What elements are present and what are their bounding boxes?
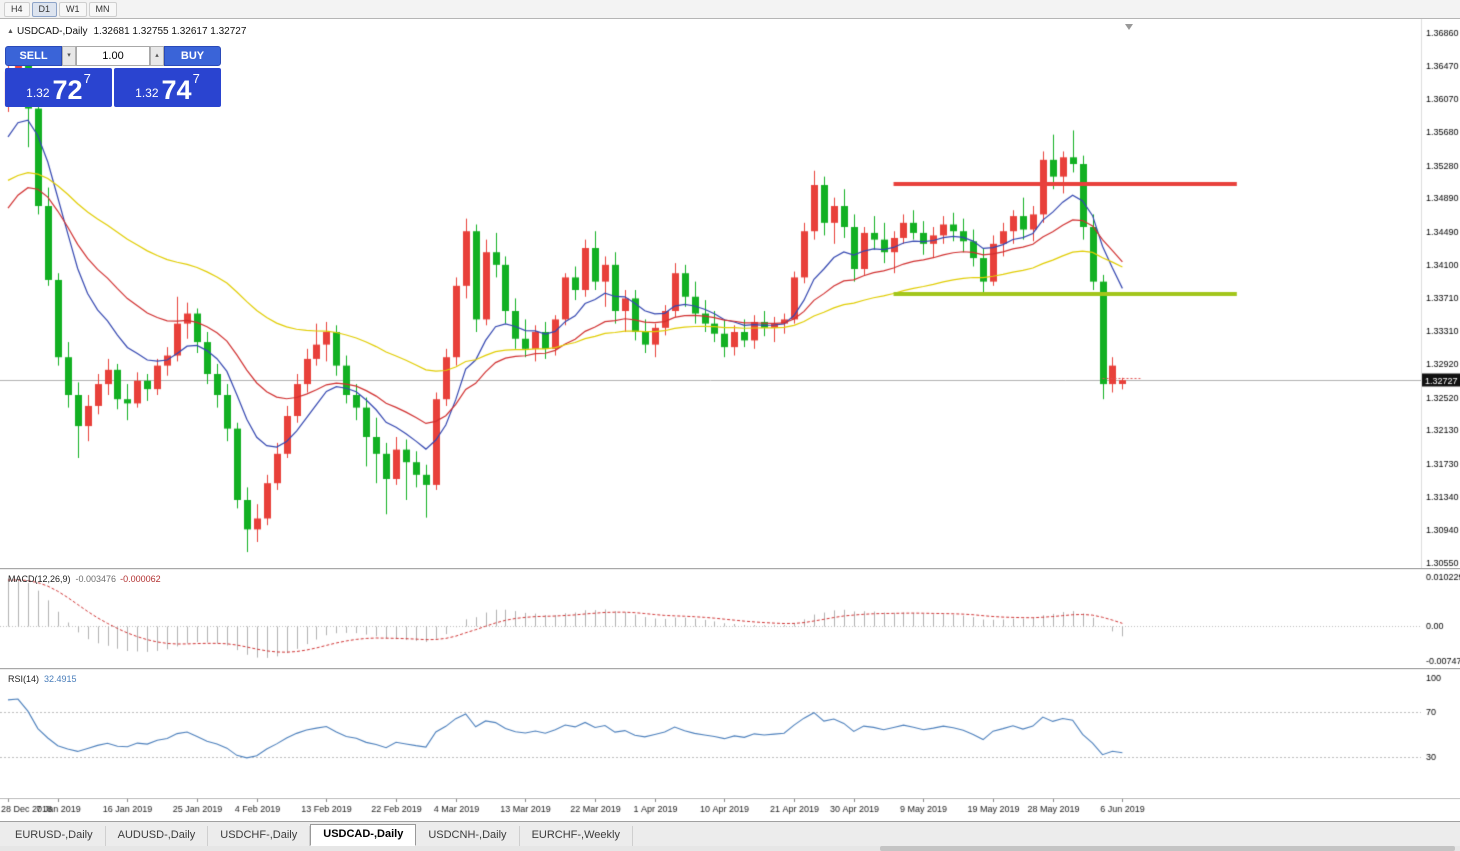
sell-price-int: 1.32 [26,86,50,100]
main-chart-canvas[interactable] [0,19,1460,568]
sell-price-pips: 72 [52,75,83,105]
timeframe-button-d1[interactable]: D1 [31,1,58,17]
volume-input[interactable]: 1.00 [76,46,150,66]
volume-decrease-icon[interactable]: ▾ [62,46,76,66]
macd-panel-canvas[interactable] [0,571,1460,668]
sell-button[interactable]: SELL [5,46,62,66]
chart-shift-marker-icon [1125,24,1133,30]
rsi-name: RSI(14) [8,674,40,684]
chart-symbol-period: USDCAD-,Daily [16,26,88,37]
price-axis[interactable] [1422,19,1460,568]
volume-increase-icon[interactable]: ▴ [150,46,164,66]
chart-tab-audusd-daily[interactable]: AUDUSD-,Daily [105,826,209,846]
horizontal-scrollbar[interactable] [0,846,1460,851]
timeframe-toolbar: H4 D1 W1 MN [0,0,1460,19]
sell-price-frac: 7 [83,71,91,86]
buy-button[interactable]: BUY [164,46,221,66]
one-click-trading-panel: SELL ▾ 1.00 ▴ BUY 1.32 72 7 1.32 74 7 [5,46,221,107]
chart-tab-usdcad-daily[interactable]: USDCAD-,Daily [310,824,417,846]
buy-price-int: 1.32 [135,86,159,100]
timeframe-button-mn[interactable]: MN [88,1,117,17]
rsi-panel-canvas[interactable] [0,671,1460,798]
timeframe-button-w1[interactable]: W1 [59,1,87,17]
macd-main-value: -0.003476 [75,574,117,584]
panel-separator-macd[interactable] [0,568,1460,571]
timeframe-button-h4[interactable]: H4 [4,1,30,17]
rsi-indicator-label: RSI(14) 32.4915 [8,674,77,684]
chart-tab-eurchf-weekly[interactable]: EURCHF-,Weekly [519,826,633,846]
macd-signal-value: -0.000062 [120,574,161,584]
rsi-value: 32.4915 [44,674,77,684]
buy-price-frac: 7 [192,71,200,86]
buy-price-display[interactable]: 1.32 74 7 [114,68,221,107]
symbol-marker-icon: ▲ [7,28,14,35]
chart-tab-eurusd-daily[interactable]: EURUSD-,Daily [3,826,106,846]
chart-ohlc-values: 1.32681 1.32755 1.32617 1.32727 [93,26,247,37]
macd-name: MACD(12,26,9) [8,574,71,584]
chart-tabs-bar: EURUSD-,Daily AUDUSD-,Daily USDCHF-,Daily U… [0,821,1460,846]
chart-title: ▲ USDCAD-,Daily 1.32681 1.32755 1.32617 1.… [7,26,246,37]
macd-indicator-label: MACD(12,26,9) -0.003476 -0.000062 [8,574,161,584]
chart-tab-usdchf-daily[interactable]: USDCHF-,Daily [208,826,311,846]
date-axis[interactable] [0,798,1460,821]
horizontal-scrollbar-thumb[interactable] [880,846,1455,851]
chart-tab-usdcnh-daily[interactable]: USDCNH-,Daily [416,826,520,846]
sell-price-display[interactable]: 1.32 72 7 [5,68,112,107]
panel-separator-rsi[interactable] [0,668,1460,671]
buy-price-pips: 74 [161,75,192,105]
